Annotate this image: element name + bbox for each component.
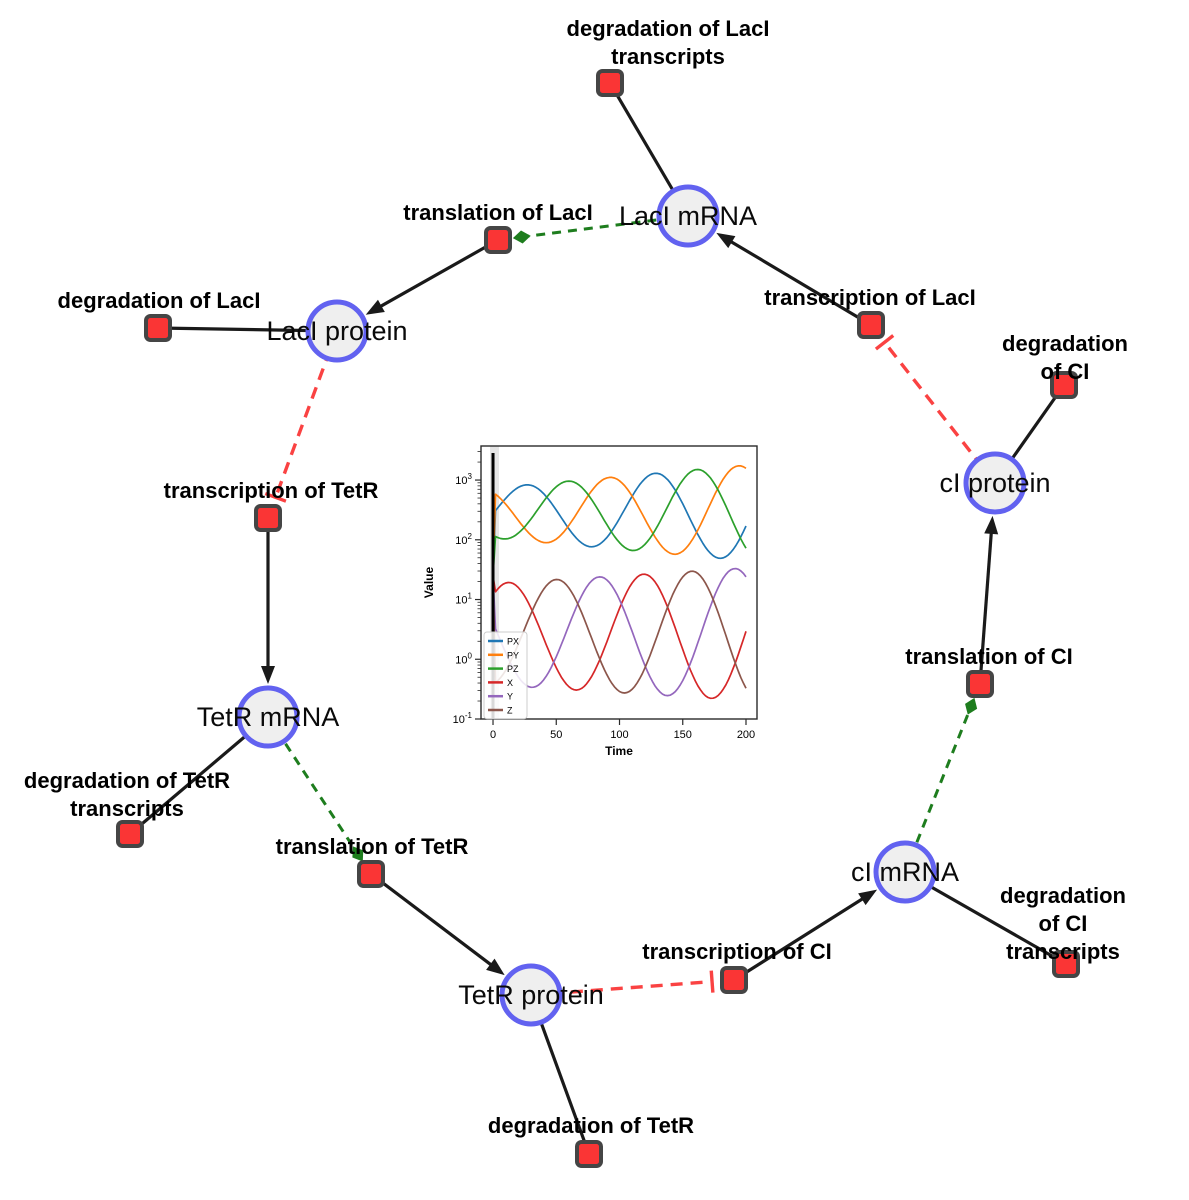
inset-chart: 103 102 101 100 10-1 0 50 100 150 200 Time Value PX P… (422, 432, 771, 765)
chart-ytick-label-0: 100 (455, 651, 472, 666)
edge-transcription-ci-to-ci-mrna-arrowhead (858, 889, 878, 906)
chart-xtick-label-200: 200 (737, 729, 755, 741)
edge-tetr-protein-to-transcription-ci-tee (709, 970, 715, 993)
species-node-tetr-mrna[interactable] (236, 685, 300, 749)
chart-xtick-label-100: 100 (610, 729, 628, 741)
legend-label-PX: PX (507, 637, 519, 647)
chart-series-Y (492, 567, 747, 697)
chart-series-Z (492, 570, 747, 694)
edge-tetr-mrna-to-translation-tetr-diamond (352, 846, 364, 862)
edge-transcription-laci-to-laci-mrna-arrowhead (716, 232, 736, 249)
reaction-node-transcription-tetr[interactable] (254, 504, 282, 532)
species-node-ci-mrna[interactable] (873, 840, 937, 904)
chart-yaxis-label: Value (422, 567, 436, 599)
species-node-tetr-protein[interactable] (499, 963, 563, 1027)
chart-ytick-label-2: 102 (455, 532, 472, 547)
edge-laci-protein-to-transcription-tetr-tee (264, 491, 287, 503)
chart-series-PY (492, 464, 747, 576)
chart-xtick-label-50: 50 (550, 729, 562, 741)
edge-translation-tetr-to-tetr-protein (370, 872, 494, 968)
reaction-node-transcription-ci[interactable] (720, 966, 748, 994)
edge-translation-laci-to-laci-protein-arrowhead (365, 299, 385, 315)
chart-xtick-label-150: 150 (674, 729, 692, 741)
edge-translation-ci-to-ci-protein (978, 530, 994, 685)
edge-translation-ci-to-ci-protein-arrowhead (984, 515, 999, 535)
reaction-node-transcription-laci[interactable] (857, 311, 885, 339)
reaction-node-translation-ci[interactable] (966, 670, 994, 698)
reaction-node-deg-ci-transcripts[interactable] (1052, 950, 1080, 978)
edge-laci-mrna-to-translation-laci (528, 214, 689, 238)
legend-label-PY: PY (507, 650, 519, 660)
reaction-node-translation-laci[interactable] (484, 226, 512, 254)
edge-ci-mrna-to-translation-ci (903, 712, 970, 873)
reaction-node-deg-tetr-transcripts[interactable] (116, 820, 144, 848)
chart-legend (483, 631, 528, 720)
reaction-node-deg-laci-transcripts[interactable] (596, 69, 624, 97)
edge-translation-tetr-to-tetr-protein-arrowhead (486, 958, 505, 976)
chart-series-PX (492, 472, 747, 576)
chart-series-PZ (492, 468, 747, 576)
chart-ytick-label-1: 101 (455, 592, 472, 607)
chart-background (425, 432, 771, 765)
edge-transcription-tetr-to-tetr-mrna-arrowhead (261, 666, 275, 684)
edge-laci-mrna-to-translation-laci-diamond (512, 230, 531, 244)
species-node-ci-protein[interactable] (963, 451, 1027, 515)
legend-label-Y: Y (507, 692, 513, 702)
chart-series-X (492, 573, 747, 700)
edge-ci-mrna-to-translation-ci-diamond (965, 697, 978, 715)
edges-layer (128, 82, 1067, 1155)
legend-label-Z: Z (507, 706, 513, 716)
legend-label-PZ: PZ (507, 664, 519, 674)
nodes-layer (116, 69, 1080, 1168)
edge-transcription-laci-to-laci-mrna (728, 239, 872, 327)
reaction-node-deg-tetr[interactable] (575, 1140, 603, 1168)
edge-tetr-mrna-to-translation-tetr (266, 716, 356, 849)
species-node-laci-mrna[interactable] (656, 184, 720, 248)
chart-xtick-label-0: 0 (490, 729, 496, 741)
chart-ytick-label--1: 10-1 (453, 711, 473, 726)
edge-translation-laci-to-laci-protein (377, 238, 499, 309)
reaction-node-translation-tetr[interactable] (357, 860, 385, 888)
species-node-laci-protein[interactable] (305, 299, 369, 363)
legend-label-X: X (507, 678, 513, 688)
chart-xaxis-label: Time (605, 744, 633, 758)
edge-ci-protein-to-transcription-laci-tee (874, 334, 895, 351)
chart-ytick-label-3: 103 (455, 472, 472, 487)
reaction-node-deg-laci[interactable] (144, 314, 172, 342)
reaction-node-deg-ci[interactable] (1050, 371, 1078, 399)
edge-transcription-ci-to-ci-mrna (733, 896, 866, 982)
